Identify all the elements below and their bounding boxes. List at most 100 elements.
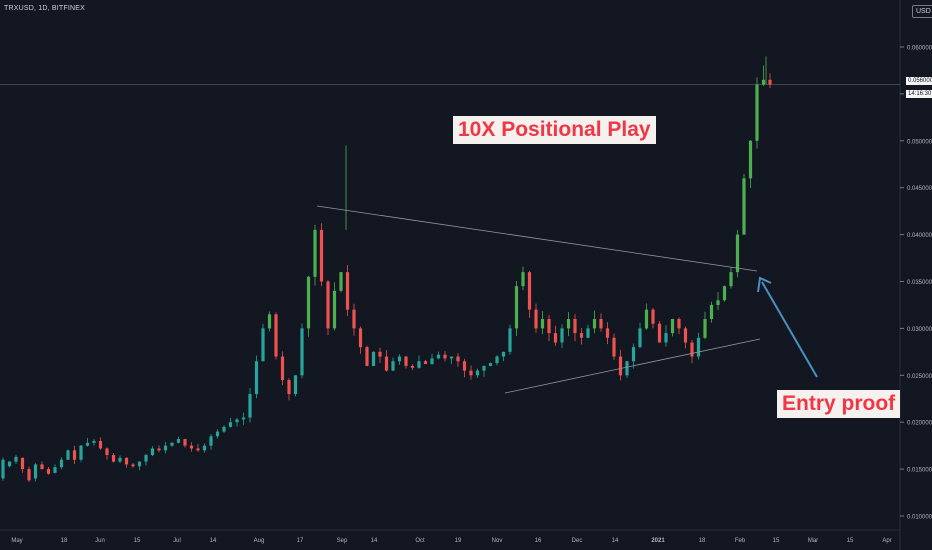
candle-body [430,358,434,365]
candle-body [735,234,740,273]
candle-body [358,328,363,348]
candle-body [586,328,590,338]
arrow-shaft [761,281,818,378]
candle-body [319,229,324,282]
x-tick-label: Aug [254,538,265,544]
candle-body [105,448,109,456]
currency-badge[interactable]: USD [912,5,932,18]
x-tick-label: 19 [455,538,462,544]
candle-body [20,457,25,470]
y-tick-label: 0.035000 [907,280,932,286]
y-tick-label: 0.060000 [907,46,932,52]
candle-body [527,272,532,310]
y-tick-label: 0.010000 [907,515,932,521]
y-tick-label: 0.050000 [907,139,932,145]
candle-body [150,448,155,456]
candle-body [1,459,5,479]
candle-body [683,328,688,343]
candle-body [352,309,356,329]
candle-body [14,456,18,462]
candle-body [391,361,395,371]
countdown-label: 14:16:30 [906,90,932,98]
x-tick-label: 14 [612,538,619,544]
y-tick-label: 0.015000 [907,468,932,474]
x-tick-label: 15 [773,538,780,544]
candle-body [202,445,207,451]
x-tick-label: Jul [173,538,181,544]
candle-body [33,464,38,479]
candle-body [722,286,727,301]
candle-body [326,281,330,329]
candle-body [534,309,538,329]
candle-body [384,356,389,371]
candle-body [475,370,480,376]
candle-body [92,440,96,443]
candle-body [397,356,402,362]
candle-body [235,419,239,423]
x-tick-label: Oct [415,538,425,544]
y-tick-label: 0.040000 [907,233,932,239]
candle-body [267,314,272,329]
candle-body [443,354,447,359]
x-tick-label: 15 [847,538,854,544]
candle-body [573,319,577,334]
candle-body [521,272,525,287]
candle-body [599,319,603,329]
candle-body [625,361,629,376]
candle-body [729,272,733,287]
candle-body [703,319,707,338]
candle-body [66,450,70,460]
candle-body [332,290,337,329]
candle-body [664,333,668,343]
candle-body [716,300,720,305]
candle-body [300,328,304,376]
x-tick-label: 15 [134,538,141,544]
candle-body [46,469,51,474]
candle-body [339,272,343,291]
x-tick-label: 14 [371,538,378,544]
candle-body [98,440,103,449]
candle-body [501,351,506,357]
x-tick-label: 17 [297,538,304,544]
candle-body [222,426,226,432]
x-tick-label: 2021 [651,538,665,544]
x-tick-label: Dec [572,538,583,544]
candle-body [59,459,64,468]
candle-body [124,457,129,465]
candle-body [131,464,135,467]
y-tick-label: 0.020000 [907,421,932,427]
candle-body [365,347,369,366]
candle-body [592,319,597,329]
candle-body [118,457,122,462]
annotation-entry-proof: Entry proof [777,390,901,418]
candle-body [248,394,252,418]
y-tick-label: 0.025000 [907,374,932,380]
candle-body [560,328,564,343]
candle-body [261,328,265,362]
candle-body [755,84,759,141]
candle-body [287,379,291,395]
x-tick-label: Sep [337,538,348,544]
candle-body [280,356,285,380]
candle-body [605,328,610,338]
candle-body [144,455,148,462]
candle-body [495,356,499,364]
candle-body [79,445,83,460]
candle-body [618,356,623,376]
candle-body [631,347,636,362]
candle-body [157,448,161,451]
candle-body [670,319,675,334]
candle-body [423,361,428,365]
x-tick-label: May [11,538,22,544]
candle-body [404,356,408,366]
last-price-label: 0.056000 [906,77,932,85]
x-tick-label: Nov [492,538,503,544]
candle-body [254,361,259,395]
candle-body [313,229,317,277]
x-tick-label: 18 [61,538,68,544]
candle-body [768,79,772,85]
candle-body [410,365,415,368]
candle-body [371,351,376,366]
x-tick-label: Feb [735,538,746,544]
